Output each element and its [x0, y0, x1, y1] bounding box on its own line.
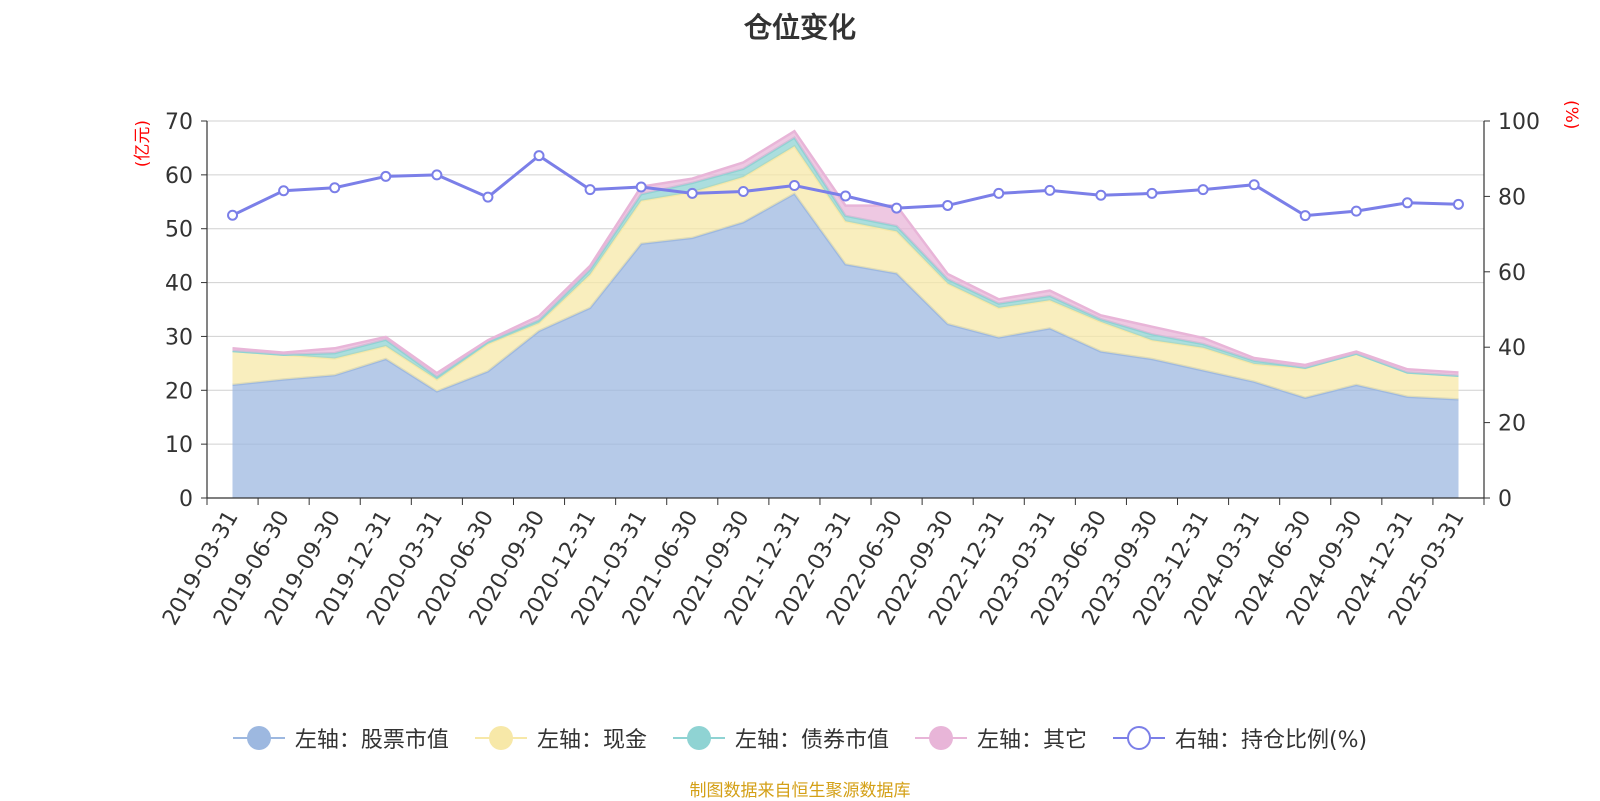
right-axis-tick-label: 40 [1498, 336, 1526, 361]
legend-label: 左轴：债券市值 [734, 728, 889, 753]
line-point [891, 202, 903, 214]
legend-label: 左轴：现金 [536, 728, 647, 753]
line-layer [227, 150, 1464, 222]
line-point [1044, 184, 1056, 196]
legend-symbol [672, 726, 725, 750]
legend-label: 左轴：股票市值 [294, 728, 449, 753]
legend-label: 左轴：其它 [976, 728, 1087, 753]
right-axis-tick-label: 100 [1498, 110, 1540, 135]
legend-symbol [914, 726, 967, 750]
legend-symbol [474, 726, 527, 750]
area-series-0 [232, 193, 1459, 498]
line-point [1197, 184, 1209, 196]
line-point [482, 191, 494, 203]
chart-title: 仓位变化 [743, 11, 856, 44]
line-point [635, 181, 647, 193]
left-axis-tick-label: 50 [165, 218, 193, 243]
line-point [227, 209, 239, 221]
line-point [431, 169, 443, 181]
line-point [1248, 179, 1260, 191]
right-axis-unit: (%) [1561, 100, 1581, 129]
line-point [1146, 187, 1158, 199]
left-axis-tick-label: 70 [165, 110, 193, 135]
area-layer [232, 129, 1459, 498]
chart-legend: 左轴：股票市值 左轴：现金 左轴：债券市值 左轴：其它 右轴：持仓比例(%) [0, 722, 1600, 754]
line-point [840, 190, 851, 202]
right-axis-tick-label: 0 [1498, 487, 1512, 512]
line-point [993, 187, 1005, 199]
left-axis-tick-label: 20 [165, 379, 193, 404]
legend-item-2[interactable]: 左轴：债券市值 [672, 722, 889, 754]
line-point [1350, 205, 1362, 217]
area-series-edge-3 [232, 129, 1459, 375]
left-axis-tick-label: 40 [165, 272, 193, 297]
legend-symbol [1112, 726, 1165, 750]
line-point [686, 187, 698, 199]
line-point [942, 199, 954, 211]
line-point [1452, 198, 1464, 210]
line-point [1095, 189, 1107, 201]
left-axis-tick-label: 30 [165, 325, 193, 350]
source-note: 制图数据来自恒生聚源数据库 [689, 781, 911, 801]
legend-item-4[interactable]: 右轴：持仓比例(%) [1112, 722, 1368, 754]
right-axis-tick-label: 80 [1498, 185, 1526, 210]
line-point [1401, 197, 1413, 209]
legend-label: 右轴：持仓比例(%) [1174, 728, 1368, 753]
legend-item-0[interactable]: 左轴：股票市值 [232, 722, 449, 754]
line-point [1299, 210, 1311, 222]
line-point [329, 182, 341, 194]
line-point [278, 185, 290, 197]
left-axis-tick-label: 60 [165, 164, 193, 189]
line-point [737, 185, 749, 197]
legend-symbol [232, 726, 285, 750]
left-axis-unit: (亿元) [133, 120, 153, 167]
legend-item-1[interactable]: 左轴：现金 [474, 722, 647, 754]
area-series-1 [232, 146, 1459, 400]
line-point [584, 184, 596, 196]
line-point [788, 179, 800, 191]
left-axis-tick-label: 10 [165, 433, 193, 458]
legend-item-3[interactable]: 左轴：其它 [914, 722, 1087, 754]
right-axis-tick-label: 60 [1498, 261, 1526, 286]
left-axis-tick-label: 0 [179, 487, 193, 512]
line-point [533, 150, 545, 162]
line-point [380, 170, 392, 182]
right-axis-tick-label: 20 [1498, 412, 1526, 437]
